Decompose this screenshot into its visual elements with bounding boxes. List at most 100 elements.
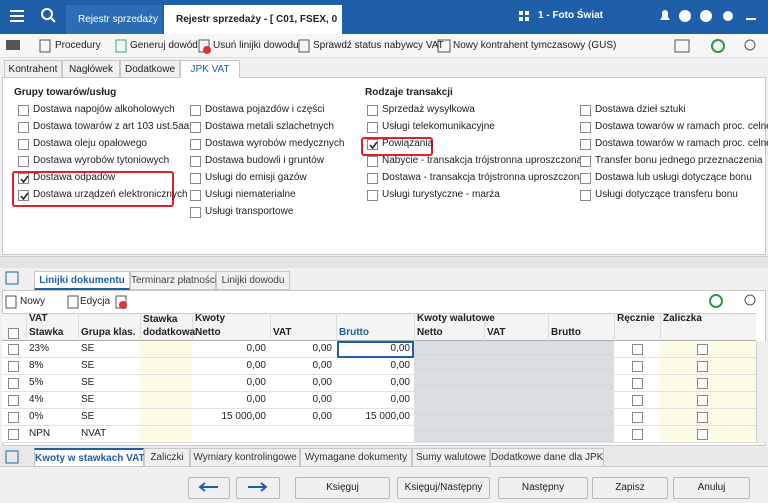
row-checkbox[interactable] <box>697 378 708 389</box>
grid-cell[interactable]: SE <box>81 411 95 422</box>
grid-cell[interactable]: 0,00 <box>312 377 332 388</box>
checkbox[interactable] <box>18 190 29 201</box>
grid-cell[interactable]: 8% <box>29 360 44 371</box>
form-tab[interactable]: Nagłówek <box>62 60 120 78</box>
bottom-tab[interactable]: Wymagane dokumenty <box>300 448 412 467</box>
window-tab[interactable]: Rejestr sprzedaży - [ C01, FSEX, 0 <box>164 5 342 34</box>
grid-toolbar-button[interactable]: Edycja <box>80 296 111 307</box>
checkbox-label[interactable]: Usługi turystyczne - marża <box>382 189 500 200</box>
grid-cell[interactable]: 15 000,00 <box>221 411 267 422</box>
row-checkbox[interactable] <box>632 429 643 440</box>
row-checkbox[interactable] <box>697 412 708 423</box>
checkbox[interactable] <box>580 173 591 184</box>
checkbox[interactable] <box>190 173 201 184</box>
bottom-tab[interactable]: Zaliczki <box>144 448 190 467</box>
row-checkbox[interactable] <box>697 395 708 406</box>
checkbox-label[interactable]: Nabycie - transakcja trójstronna uproszc… <box>382 155 583 166</box>
header-checkbox[interactable] <box>8 328 19 339</box>
grid-cell[interactable]: 0,00 <box>390 343 410 354</box>
checkbox[interactable] <box>580 122 591 133</box>
grid-cell[interactable]: 0,00 <box>312 360 332 371</box>
checkbox[interactable] <box>367 173 378 184</box>
grid-cell[interactable]: 0,00 <box>390 394 410 405</box>
checkbox-label[interactable]: Dostawa urządzeń elektronicznych <box>33 189 188 200</box>
checkbox-label[interactable]: Usługi telekomunikacyjne <box>382 121 495 132</box>
checkbox[interactable] <box>367 190 378 201</box>
grid-cell[interactable]: 0,00 <box>246 343 266 354</box>
column-header[interactable]: Grupa klas. <box>81 327 136 338</box>
column-header[interactable]: VAT <box>487 327 506 338</box>
checkbox[interactable] <box>580 190 591 201</box>
grid-cell[interactable]: SE <box>81 394 95 405</box>
window-tab[interactable]: Rejestr sprzedaży <box>66 5 162 34</box>
row-checkbox[interactable] <box>632 395 643 406</box>
column-header[interactable]: Stawka <box>29 327 64 338</box>
checkbox[interactable] <box>367 156 378 167</box>
column-header[interactable]: VAT <box>273 327 292 338</box>
toolbar-button[interactable]: Sprawdź status nabywcy VAT <box>313 40 444 51</box>
grid-cell[interactable]: 0% <box>29 411 44 422</box>
checkbox-label[interactable]: Dostawa pojazdów i części <box>205 104 325 115</box>
row-checkbox[interactable] <box>8 429 19 440</box>
grid-cell[interactable]: 0,00 <box>246 394 266 405</box>
checkbox[interactable] <box>18 139 29 150</box>
form-tab[interactable]: JPK VAT <box>180 60 240 78</box>
grid-cell[interactable]: 4% <box>29 394 44 405</box>
checkbox-label[interactable]: Powiązania <box>382 138 434 149</box>
grid-cell[interactable]: 0,00 <box>312 411 332 422</box>
bottom-tab[interactable]: Kwoty w stawkach VAT <box>34 448 145 467</box>
bottom-tab[interactable]: Wymiary kontrolingowe <box>190 448 300 467</box>
checkbox-label[interactable]: Dostawa metali szlachetnych <box>205 121 334 132</box>
checkbox[interactable] <box>190 190 201 201</box>
row-checkbox[interactable] <box>8 395 19 406</box>
grid-cell[interactable]: 23% <box>29 343 50 354</box>
checkbox-label[interactable]: Dostawa wyrobów tytoniowych <box>33 155 170 166</box>
checkbox[interactable] <box>580 105 591 116</box>
row-checkbox[interactable] <box>632 378 643 389</box>
grid-cell[interactable]: 0,00 <box>312 394 332 405</box>
checkbox[interactable] <box>18 105 29 116</box>
grid-cell[interactable]: SE <box>81 360 95 371</box>
checkbox-label[interactable]: Dostawa - transakcja trójstronna uproszc… <box>382 172 585 183</box>
toolbar-button[interactable]: Procedury <box>55 40 101 51</box>
previous-button[interactable] <box>188 477 230 499</box>
checkbox[interactable] <box>190 105 201 116</box>
checkbox[interactable] <box>190 122 201 133</box>
column-header[interactable]: Netto <box>417 327 443 338</box>
action-button[interactable]: Księguj <box>295 477 390 499</box>
company[interactable]: 1 - Foto Świat <box>538 10 603 21</box>
grid-cell[interactable]: 0,00 <box>312 343 332 354</box>
row-checkbox[interactable] <box>632 412 643 423</box>
grid-cell[interactable]: 15 000,00 <box>365 411 411 422</box>
checkbox[interactable] <box>190 207 201 218</box>
toolbar-button[interactable]: Generuj dowód <box>130 40 198 51</box>
checkbox[interactable] <box>367 105 378 116</box>
checkbox[interactable] <box>367 122 378 133</box>
grid-toolbar-button[interactable]: Nowy <box>20 296 46 307</box>
checkbox-label[interactable]: Transfer bonu jednego przeznaczenia <box>595 155 763 166</box>
column-header[interactable]: Netto <box>195 327 221 338</box>
grid-tab[interactable]: Linijki dowodu <box>216 271 290 290</box>
checkbox-label[interactable]: Dostawa towarów w ramach proc. celnej 42 <box>595 121 768 132</box>
checkbox-label[interactable]: Dostawa towarów w ramach proc. celnej 63 <box>595 138 768 149</box>
grid-cell[interactable]: 0,00 <box>390 377 410 388</box>
checkbox-label[interactable]: Dostawa towarów z art 103 ust.5aa <box>33 121 190 132</box>
next-arrow-button[interactable] <box>236 477 280 499</box>
row-checkbox[interactable] <box>632 361 643 372</box>
checkbox-label[interactable]: Usługi dotyczące transferu bonu <box>595 189 738 200</box>
checkbox[interactable] <box>580 139 591 150</box>
form-tab[interactable]: Kontrahent <box>4 60 62 78</box>
checkbox-label[interactable]: Dostawa dzieł sztuki <box>595 104 686 115</box>
bottom-tab[interactable]: Sumy walutowe <box>412 448 490 467</box>
checkbox-label[interactable]: Dostawa lub usługi dotyczące bonu <box>595 172 752 183</box>
row-checkbox[interactable] <box>632 344 643 355</box>
checkbox[interactable] <box>18 156 29 167</box>
form-tab[interactable]: Dodatkowe <box>120 60 180 78</box>
checkbox[interactable] <box>367 139 378 150</box>
grid-cell[interactable]: 5% <box>29 377 44 388</box>
checkbox-label[interactable]: Usługi transportowe <box>205 206 294 217</box>
checkbox[interactable] <box>190 139 201 150</box>
checkbox-label[interactable]: Sprzedaż wysyłkowa <box>382 104 475 115</box>
checkbox-label[interactable]: Dostawa odpadów <box>33 172 116 183</box>
bottom-tab[interactable]: Dodatkowe dane dla JPK <box>490 448 604 467</box>
